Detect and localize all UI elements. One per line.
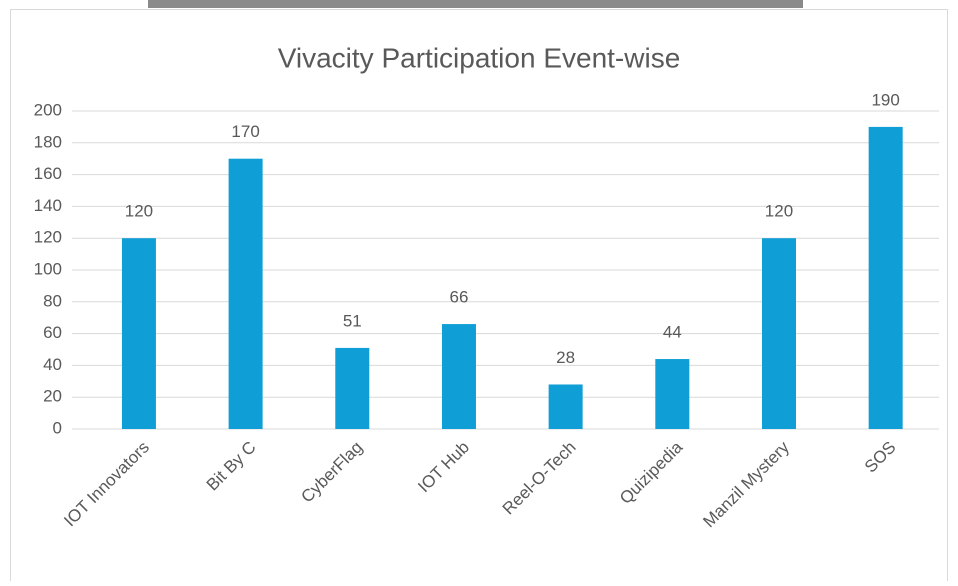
y-tick-label: 200 [34,100,62,119]
data-label: 120 [765,202,793,221]
y-tick-label: 140 [34,196,62,215]
y-tick-label: 20 [43,387,62,406]
data-label: 44 [663,323,682,342]
y-tick-label: 80 [43,291,62,310]
y-tick-label: 180 [34,132,62,151]
bar [442,324,476,429]
bar [229,159,263,429]
data-label: 170 [231,122,259,141]
data-label: 66 [450,288,469,307]
bar [869,127,903,429]
y-tick-label: 120 [34,228,62,247]
bar [655,359,689,429]
bar [549,384,583,429]
y-tick-label: 100 [34,259,62,278]
y-tick-label: 0 [53,418,62,437]
data-label: 28 [556,348,575,367]
bar [762,238,796,429]
photo-strip [148,0,803,8]
y-tick-label: 40 [43,355,62,374]
data-label: 120 [125,202,153,221]
chart: Vivacity Participation Event-wise 0 20 40 6… [0,0,958,581]
chart-title: Vivacity Participation Event-wise [278,42,681,73]
bar [335,348,369,429]
bar [122,238,156,429]
data-label: 190 [871,90,899,109]
y-tick-label: 160 [34,164,62,183]
page: {"chart_data": {"type": "bar", "title": … [0,0,958,581]
data-label: 51 [343,311,362,330]
y-tick-label: 60 [43,323,62,342]
